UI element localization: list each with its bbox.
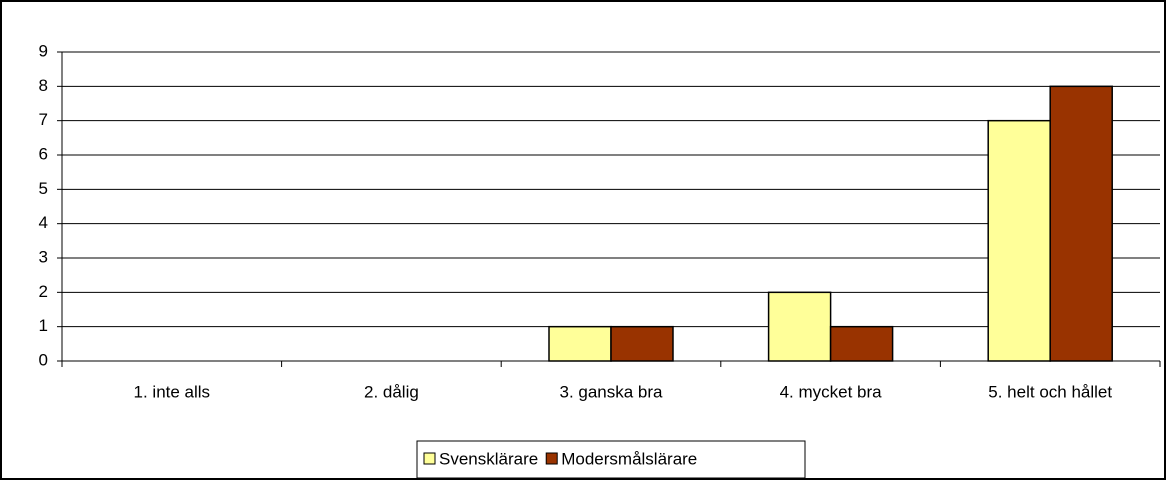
y-tick-label: 3 bbox=[39, 247, 48, 266]
legend-label: Svensklärare bbox=[439, 449, 538, 468]
x-tick-label: 2. dålig bbox=[364, 382, 419, 401]
x-tick-label: 3. ganska bra bbox=[559, 382, 663, 401]
y-tick-label: 1 bbox=[39, 316, 48, 335]
x-tick-label: 1. inte alls bbox=[134, 382, 211, 401]
y-tick-label: 8 bbox=[39, 76, 48, 95]
bar bbox=[829, 325, 894, 362]
legend-label: Modersmålslärare bbox=[561, 449, 697, 468]
legend-swatch bbox=[545, 452, 558, 465]
y-tick-label: 6 bbox=[39, 144, 48, 163]
legend bbox=[416, 440, 806, 479]
bar bbox=[987, 119, 1051, 362]
y-tick-label: 4 bbox=[39, 213, 48, 232]
legend-swatch bbox=[423, 452, 436, 465]
y-tick-label: 0 bbox=[39, 350, 48, 369]
x-tick-label: 5. helt och hållet bbox=[988, 382, 1112, 401]
bar bbox=[548, 325, 612, 362]
bar bbox=[1049, 85, 1113, 362]
y-tick-label: 9 bbox=[39, 41, 48, 60]
x-tick-label: 4. mycket bra bbox=[780, 382, 883, 401]
bar bbox=[610, 325, 674, 362]
y-tick-label: 7 bbox=[39, 110, 48, 129]
y-tick-label: 5 bbox=[39, 179, 48, 198]
bar bbox=[767, 291, 832, 362]
y-tick-label: 2 bbox=[39, 282, 48, 301]
